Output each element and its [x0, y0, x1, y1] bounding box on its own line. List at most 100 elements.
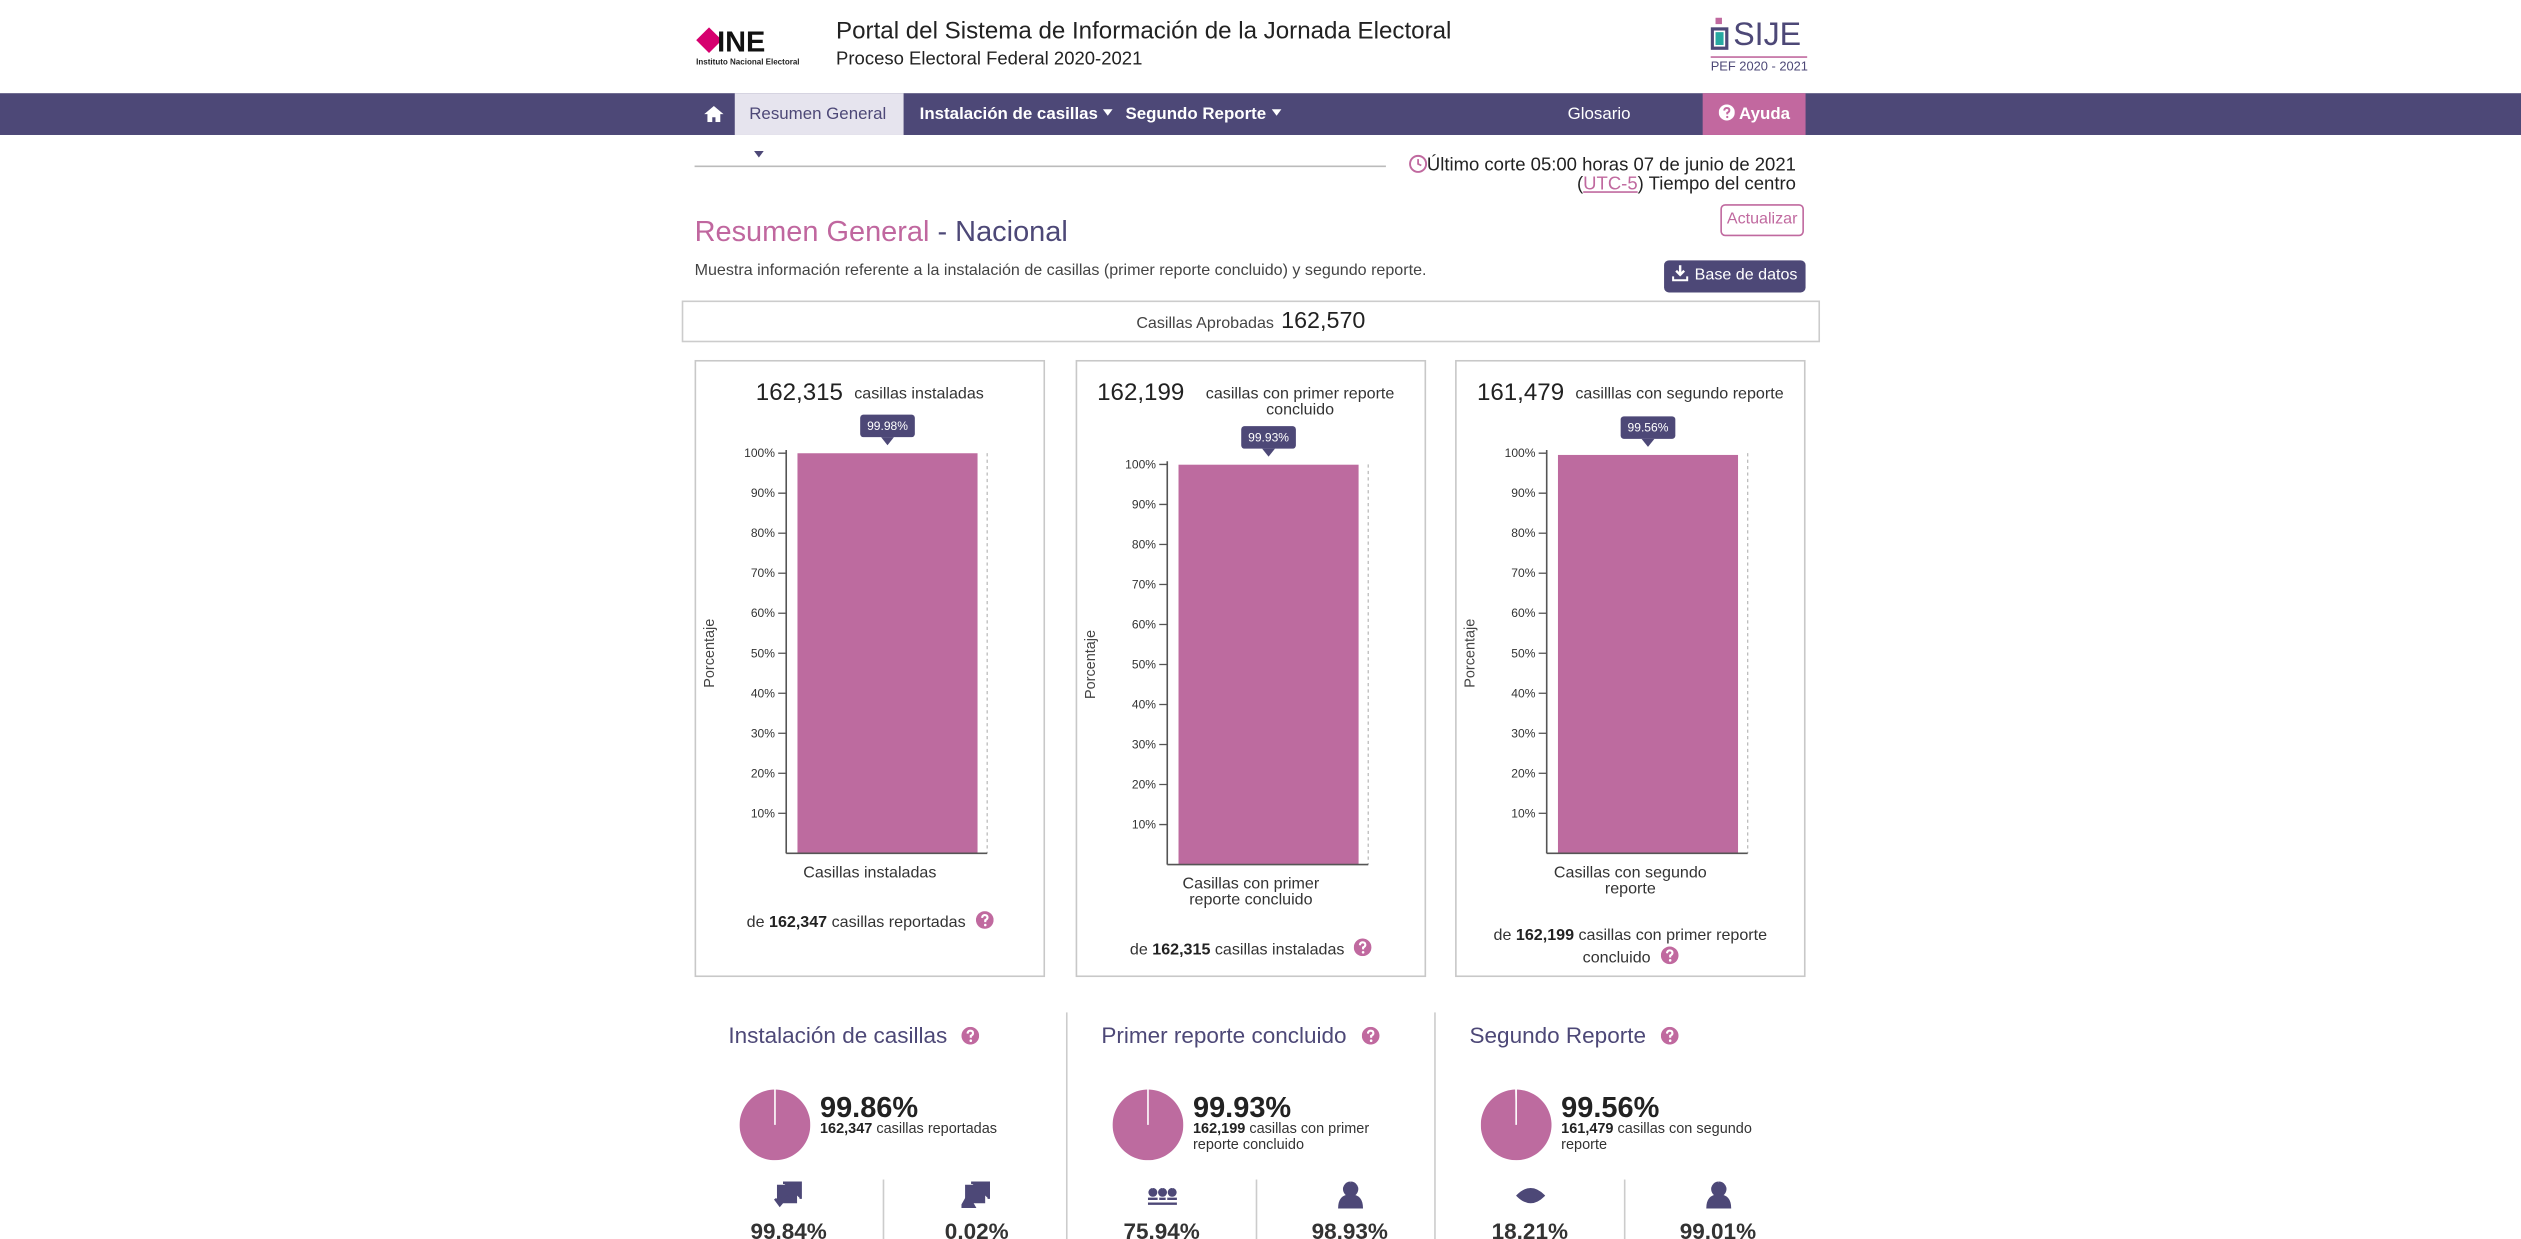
footer-prefix: de	[1129, 941, 1148, 960]
y-tick-label: 80%	[751, 526, 775, 540]
description: Muestra información referente a la insta…	[694, 261, 1427, 280]
y-tick-label: 30%	[1132, 738, 1156, 752]
icon-mark	[1665, 1029, 1674, 1038]
nav-item[interactable]: Resumen General	[734, 93, 904, 158]
download-button[interactable]: Base de datos	[1664, 260, 1806, 293]
count-line: 161,479 casillas con segundo reporte	[1561, 1120, 1778, 1153]
y-tick-label: 60%	[1511, 606, 1535, 620]
y-tick-label: 80%	[1511, 526, 1535, 540]
divider	[694, 165, 1386, 168]
data-label: 99.56%	[1628, 421, 1669, 435]
total-text: casillas con primer reporte concluido	[1205, 385, 1395, 420]
y-tick-label: 70%	[1132, 577, 1156, 591]
total-value: 161,479	[1476, 379, 1565, 407]
stat-value: 99.84%	[750, 1218, 827, 1239]
y-tick-label: 10%	[1511, 806, 1535, 820]
y-tick-label: 100%	[744, 446, 775, 460]
help-icon[interactable]	[961, 1026, 980, 1045]
count-line: 162,347 casillas reportadas	[819, 1120, 1037, 1137]
brand-subtitle: PEF 2020 - 2021	[1710, 56, 1808, 74]
icon-shape	[1147, 1187, 1176, 1197]
nav-item[interactable]: Instalación de casillas	[905, 93, 1127, 135]
y-tick-label: 10%	[751, 806, 775, 820]
utc-link[interactable]: UTC-5	[1583, 175, 1638, 195]
stat-icon	[1705, 1181, 1731, 1210]
tooltip-box	[1620, 416, 1676, 439]
logo-subtext: Instituto Nacional Electoral	[696, 57, 799, 66]
stat-value: 99.01%	[1679, 1218, 1757, 1239]
stat: 75.94%	[1068, 1180, 1256, 1239]
tooltip-arrow	[1262, 448, 1275, 457]
approved-value: 162,570	[1281, 308, 1366, 335]
ine-logo[interactable]: INE Instituto Nacional Electoral	[695, 24, 814, 69]
pie	[1112, 1089, 1184, 1161]
refresh-button[interactable]: Actualizar	[1720, 204, 1804, 237]
y-axis-label: Porcentaje	[1083, 630, 1099, 699]
icon-dot	[969, 1039, 973, 1042]
card-footer: de 162,315 casillas instaladas	[1106, 938, 1395, 960]
icon-mark	[966, 1029, 975, 1038]
icon-dot	[1369, 1039, 1372, 1042]
stat: 18.21%	[1436, 1180, 1624, 1239]
help-icon[interactable]	[1660, 946, 1678, 965]
clock-face	[1409, 154, 1428, 173]
download-icon	[1671, 265, 1689, 282]
y-tick-label: 60%	[751, 606, 775, 620]
x-tick-label: Casillas con primer reporte concluido	[1182, 875, 1320, 910]
help-icon[interactable]	[1354, 938, 1372, 957]
y-tick-label: 90%	[751, 486, 775, 500]
help-icon[interactable]	[975, 911, 993, 929]
cutoff-text: Último corte 05:00 horas 07 de junio de …	[1426, 155, 1796, 176]
pie-slice	[1112, 1089, 1184, 1161]
stat-icon	[958, 1181, 990, 1209]
y-tick-label: 20%	[1511, 766, 1535, 780]
count-text: casillas reportadas	[876, 1120, 998, 1137]
help-button[interactable]: Ayuda	[1702, 93, 1806, 135]
site-title: Portal del Sistema de Información de la …	[836, 17, 1452, 45]
pie	[739, 1089, 811, 1161]
caret	[1102, 109, 1113, 116]
total-value: 162,199	[1097, 379, 1185, 407]
total-text: casilllas con segundo reporte	[1575, 385, 1784, 404]
y-tick-label: 90%	[1511, 486, 1535, 500]
y-tick-label: 40%	[751, 686, 775, 700]
help-icon[interactable]	[1361, 1026, 1379, 1045]
summary-column: Instalación de casillas 99.86% 162,347 cas…	[695, 1012, 1066, 1239]
icon-shape	[958, 1193, 976, 1209]
tooltip-box	[860, 414, 915, 438]
y-tick-label: 40%	[1511, 686, 1535, 700]
section-title-text: Segundo Reporte	[1469, 1022, 1647, 1048]
icon-dot	[1725, 115, 1728, 119]
y-tick-label: 50%	[751, 646, 775, 660]
icon-shape	[773, 1194, 788, 1208]
nav-item[interactable]: Segundo Reporte	[1111, 93, 1295, 135]
help-icon[interactable]	[1660, 1026, 1679, 1045]
stat: 98.93%	[1256, 1180, 1444, 1239]
stat-icon	[1147, 1187, 1177, 1205]
tooltip-arrow	[1641, 438, 1655, 447]
icon-mark	[1366, 1029, 1374, 1038]
footer-prefix: de	[746, 914, 765, 933]
zone-text: ) Tiempo del centro	[1637, 175, 1796, 195]
pct-value: 99.93%	[1192, 1091, 1292, 1124]
icon-shape	[1671, 265, 1689, 282]
stat-icon	[1337, 1181, 1363, 1210]
home-icon[interactable]	[704, 106, 724, 123]
approved-label: Casillas Aprobadas	[1136, 314, 1274, 333]
stat-value: 75.94%	[1123, 1218, 1200, 1239]
stat-value: 18.21%	[1491, 1218, 1568, 1239]
data-label: 99.93%	[1248, 430, 1289, 444]
chart-card: 162,199 casillas con primer reporte concl…	[1075, 359, 1427, 978]
y-tick-label: 100%	[1125, 457, 1156, 471]
logo-text: INE	[717, 26, 765, 58]
y-tick-label: 20%	[751, 766, 775, 780]
navbar: Resumen General Instalación de casillas …	[0, 93, 2521, 158]
nav-item[interactable]: Glosario	[1567, 104, 1631, 124]
section-title-text: Primer reporte concluido	[1101, 1022, 1347, 1048]
inner-divider	[1623, 1179, 1626, 1239]
icon-dot	[1668, 1039, 1672, 1042]
icon-part	[1715, 17, 1722, 25]
count-value: 162,347	[819, 1120, 873, 1137]
icon-shape	[1147, 1197, 1177, 1205]
